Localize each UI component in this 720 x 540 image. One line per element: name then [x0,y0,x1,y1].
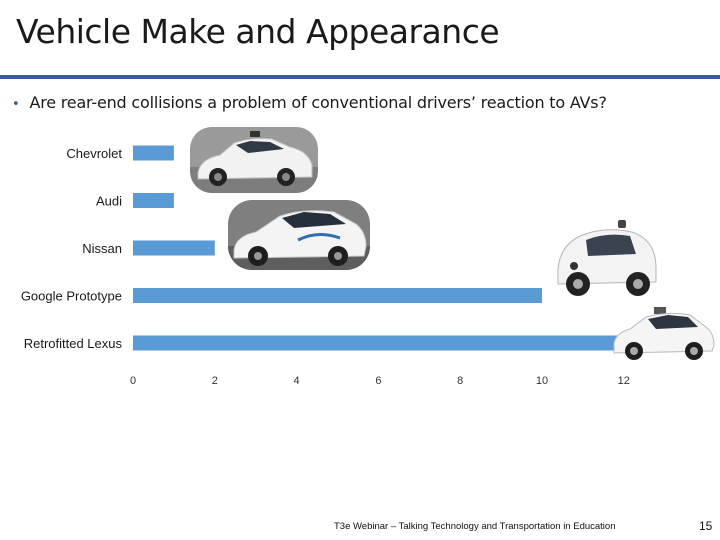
category-label: Google Prototype [21,289,122,304]
category-label: Nissan [82,241,122,256]
bullet-point: • Are rear-end collisions a problem of co… [12,93,607,112]
bar-audi [133,193,174,208]
slide-title: Vehicle Make and Appearance [16,12,500,51]
footer-text: T3e Webinar – Talking Technology and Tra… [334,521,616,532]
x-tick-label: 0 [130,375,136,387]
x-tick-label: 4 [294,375,300,387]
category-label: Audi [96,194,122,209]
title-divider [0,75,720,79]
x-tick-label: 2 [212,375,218,387]
chevrolet-bolt-photo [190,127,318,193]
page-number: 15 [699,519,713,533]
google-prototype-photo [557,220,657,296]
x-tick-label: 10 [536,375,548,387]
bar-nissan [133,240,215,256]
lexus-photo [613,307,715,360]
category-label: Retrofitted Lexus [24,336,123,351]
bar-chart: Chevrolet Audi Nissan Google Prototype Retro… [21,145,630,387]
bar-retrofitted-lexus [133,335,624,351]
category-label: Chevrolet [66,146,122,161]
x-tick-label: 6 [375,375,381,387]
bar-chevrolet [133,145,174,161]
nissan-leaf-photo [228,200,370,270]
bar-google-prototype [133,288,542,303]
x-tick-label: 12 [618,375,630,387]
bullet-icon: • [12,97,20,112]
bullet-text: Are rear-end collisions a problem of con… [29,93,607,112]
x-tick-label: 8 [457,375,463,387]
